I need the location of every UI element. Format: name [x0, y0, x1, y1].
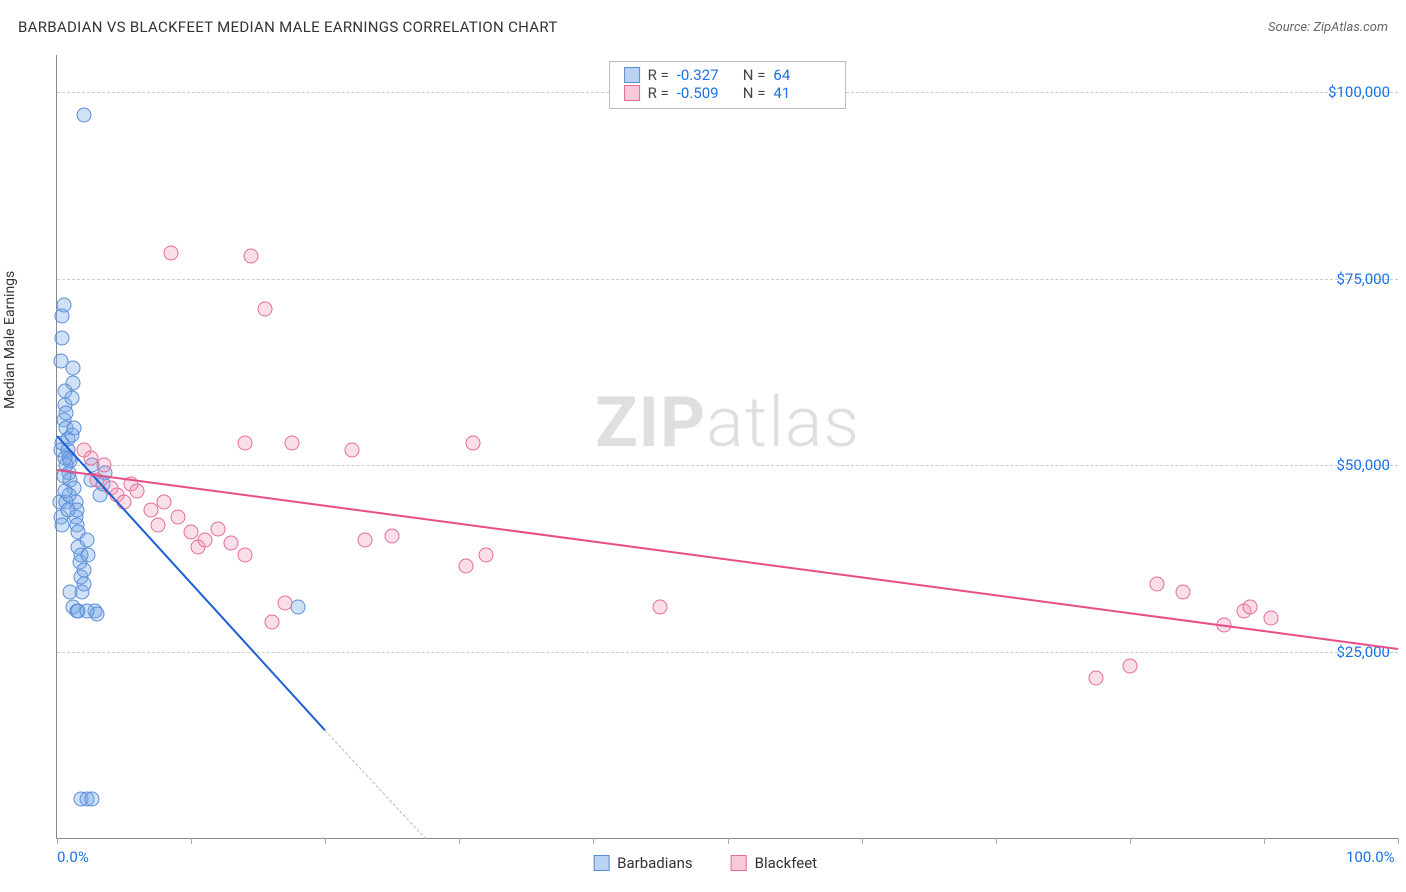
data-point: [64, 391, 79, 406]
swatch-blue-icon: [593, 855, 609, 871]
data-point: [244, 249, 259, 264]
data-point: [479, 547, 494, 562]
chart-container: Median Male Earnings ZIPatlas R = -0.327…: [18, 55, 1398, 884]
data-point: [277, 596, 292, 611]
data-point: [76, 107, 91, 122]
data-point: [264, 614, 279, 629]
data-point: [54, 353, 69, 368]
data-point: [345, 443, 360, 458]
y-tick-label: $75,000: [1336, 270, 1390, 288]
data-point: [56, 297, 71, 312]
x-tick: [593, 838, 594, 844]
data-point: [358, 532, 373, 547]
plot-area: ZIPatlas R = -0.327 N = 64 R = -0.509 N …: [56, 55, 1398, 839]
data-point: [197, 532, 212, 547]
legend-blackfeet: Blackfeet: [731, 854, 817, 872]
source-attribution: Source: ZipAtlas.com: [1268, 20, 1388, 35]
x-tick-label: 0.0%: [57, 848, 89, 866]
data-point: [67, 420, 82, 435]
x-tick: [459, 838, 460, 844]
x-tick: [191, 838, 192, 844]
data-point: [1089, 670, 1104, 685]
x-tick: [325, 838, 326, 844]
gridline-h: [57, 652, 1398, 653]
y-tick-label: $100,000: [1328, 83, 1390, 101]
watermark: ZIPatlas: [595, 382, 860, 464]
data-point: [55, 517, 70, 532]
y-axis-label: Median Male Earnings: [2, 270, 18, 408]
swatch-pink: [624, 85, 640, 101]
data-point: [257, 301, 272, 316]
stats-legend: R = -0.327 N = 64 R = -0.509 N = 41: [609, 61, 847, 109]
data-point: [76, 562, 91, 577]
data-point: [210, 521, 225, 536]
data-point: [66, 376, 81, 391]
gridline-h: [57, 279, 1398, 280]
data-point: [237, 547, 252, 562]
data-point: [1176, 584, 1191, 599]
swatch-pink-icon: [731, 855, 747, 871]
trend-line: [325, 730, 426, 839]
data-point: [58, 484, 73, 499]
data-point: [163, 245, 178, 260]
stats-row-barbadians: R = -0.327 N = 64: [624, 66, 832, 84]
trend-line: [57, 469, 1398, 650]
stats-row-blackfeet: R = -0.509 N = 41: [624, 84, 832, 102]
x-tick: [1264, 838, 1265, 844]
data-point: [237, 435, 252, 450]
x-tick: [1398, 838, 1399, 844]
data-point: [96, 458, 111, 473]
x-tick: [728, 838, 729, 844]
data-point: [59, 405, 74, 420]
trend-line: [56, 436, 326, 732]
data-point: [1149, 577, 1164, 592]
gridline-h: [57, 465, 1398, 466]
data-point: [465, 435, 480, 450]
data-point: [291, 599, 306, 614]
data-point: [79, 603, 94, 618]
chart-title: BARBADIAN VS BLACKFEET MEDIAN MALE EARNI…: [18, 18, 558, 36]
data-point: [385, 528, 400, 543]
x-tick: [996, 838, 997, 844]
data-point: [653, 599, 668, 614]
data-point: [224, 536, 239, 551]
y-tick-label: $50,000: [1336, 456, 1390, 474]
series-legend: Barbadians Blackfeet: [593, 854, 817, 872]
x-tick: [57, 838, 58, 844]
data-point: [84, 792, 99, 807]
data-point: [1122, 659, 1137, 674]
legend-barbadians: Barbadians: [593, 854, 692, 872]
data-point: [55, 331, 70, 346]
swatch-blue: [624, 67, 640, 83]
data-point: [76, 577, 91, 592]
data-point: [60, 502, 75, 517]
x-tick-label: 100.0%: [1346, 848, 1395, 866]
data-point: [1263, 611, 1278, 626]
data-point: [170, 510, 185, 525]
data-point: [63, 584, 78, 599]
data-point: [459, 558, 474, 573]
x-tick: [1130, 838, 1131, 844]
data-point: [1243, 599, 1258, 614]
data-point: [79, 532, 94, 547]
data-point: [284, 435, 299, 450]
data-point: [130, 484, 145, 499]
data-point: [80, 547, 95, 562]
x-tick: [862, 838, 863, 844]
data-point: [157, 495, 172, 510]
data-point: [150, 517, 165, 532]
